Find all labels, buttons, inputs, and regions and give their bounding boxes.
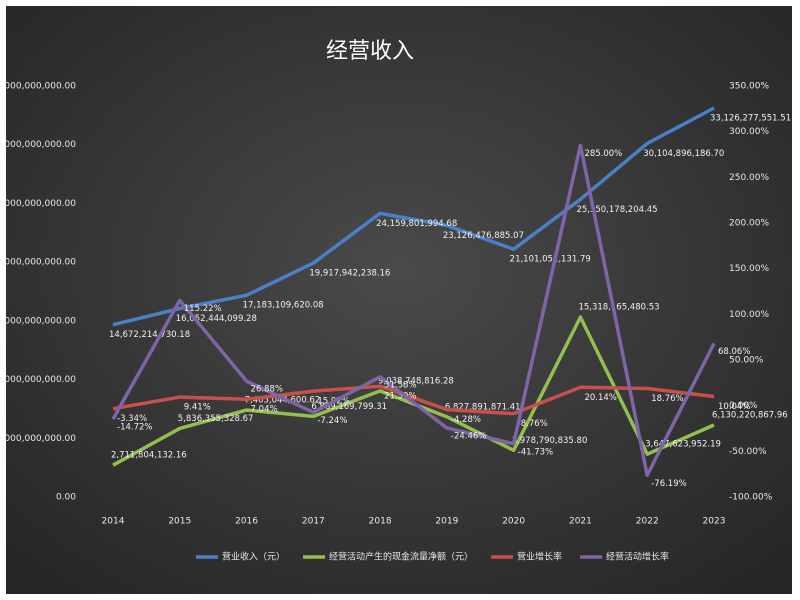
data-label: 19,917,942,238.16: [309, 269, 390, 279]
legend-label: 营业增长率: [517, 551, 562, 563]
series-line: [112, 106, 715, 327]
data-label: 9.41%: [184, 403, 211, 413]
data-label: 21,101,051,131.79: [510, 255, 591, 265]
x-tick-label: 2022: [636, 517, 659, 527]
data-label: 6,130,220,867.96: [712, 411, 788, 421]
data-label: 24,159,801,994.68: [376, 219, 457, 229]
data-label: 18.76%: [651, 394, 683, 404]
data-label: 9,038,748,816.28: [378, 376, 454, 386]
series-line: [111, 143, 716, 478]
y2-tick-label: -50.00%: [729, 447, 767, 457]
x-tick-label: 2020: [502, 517, 525, 527]
data-label: -3.34%: [117, 414, 147, 424]
data-label: 17,183,109,620.08: [243, 301, 324, 311]
y2-tick-label: 50.00%: [729, 356, 764, 366]
data-label: 21.30%: [384, 392, 416, 402]
y-tick-label: 0.00: [56, 493, 76, 503]
y-tick-label: 30,000,000,000.00: [0, 140, 76, 150]
data-label: 31.58%: [384, 380, 416, 390]
data-label: 3,647,623,952.19: [645, 440, 721, 450]
data-label: 16,052,444,099.28: [176, 314, 257, 324]
y2-tick-label: 0.00%: [729, 401, 758, 411]
data-label: -7.24%: [317, 416, 347, 426]
y2-tick-label: 250.00%: [729, 173, 769, 183]
data-label: 15,318,165,480.53: [578, 303, 659, 313]
y2-tick-label: 300.00%: [729, 127, 769, 137]
y2-tick-label: 100.00%: [729, 310, 769, 320]
data-label: 30,104,896,186.70: [643, 149, 724, 159]
chart-background: [6, 6, 792, 594]
x-tick-label: 2017: [302, 517, 325, 527]
y-tick-label: 15,000,000,000.00: [0, 316, 76, 326]
y-tick-label: 35,000,000,000.00: [0, 82, 76, 92]
data-label: 7,405,044,600.62: [245, 396, 321, 406]
y-tick-label: 10,000,000,000.00: [0, 375, 76, 385]
data-label: 7.04%: [251, 405, 278, 415]
y2-tick-label: 150.00%: [729, 264, 769, 274]
data-label: 5,836,355,328.67: [178, 414, 254, 424]
data-label: -4.28%: [451, 415, 481, 425]
chart-title: 经营收入: [326, 39, 414, 64]
x-tick-label: 2019: [435, 517, 458, 527]
x-tick-label: 2021: [569, 517, 592, 527]
y2-tick-label: 200.00%: [729, 219, 769, 229]
y-tick-label: 5,000,000,000.00: [0, 434, 76, 444]
data-label: 25,350,178,204.45: [576, 205, 657, 215]
x-tick-label: 2023: [703, 517, 726, 527]
legend-label: 经营活动增长率: [606, 551, 669, 563]
data-label: 285.00%: [584, 149, 622, 159]
y2-tick-label: 350.00%: [729, 82, 769, 92]
data-label: -24.46%: [451, 432, 486, 442]
series-line: [112, 384, 715, 416]
legend-label: 营业收入（元）: [222, 551, 285, 563]
data-label: 10.04%: [718, 402, 750, 412]
data-label: 3,978,790,835.80: [512, 436, 588, 446]
legend-label: 经营活动产生的现金流量净额（元）: [329, 551, 473, 563]
y2-tick-label: -100.00%: [729, 493, 773, 503]
data-label: -8.76%: [518, 419, 548, 429]
data-label: 33,126,277,551.51: [710, 114, 791, 124]
data-label: -14.72%: [117, 423, 152, 433]
data-label: 20.14%: [584, 393, 616, 403]
data-label: 6,869,169,799.31: [311, 402, 387, 412]
y-tick-label: 25,000,000,000.00: [0, 199, 76, 209]
data-label: 26.88%: [251, 385, 283, 395]
x-tick-label: 2016: [235, 517, 258, 527]
data-label: -76.19%: [651, 479, 686, 489]
x-tick-label: 2014: [102, 517, 125, 527]
data-label: 6,827,891,871.41: [445, 402, 521, 412]
y-tick-label: 20,000,000,000.00: [0, 258, 76, 268]
data-label: 2,711,804,132.16: [111, 451, 187, 461]
data-label: -41.73%: [518, 447, 553, 457]
data-label: 115.22%: [184, 304, 222, 314]
x-tick-label: 2018: [369, 517, 392, 527]
data-label: 23,126,476,885.07: [443, 231, 524, 241]
x-tick-label: 2015: [168, 517, 191, 527]
data-label: 14,672,214,730.18: [109, 330, 190, 340]
data-label: 68.06%: [718, 347, 750, 357]
